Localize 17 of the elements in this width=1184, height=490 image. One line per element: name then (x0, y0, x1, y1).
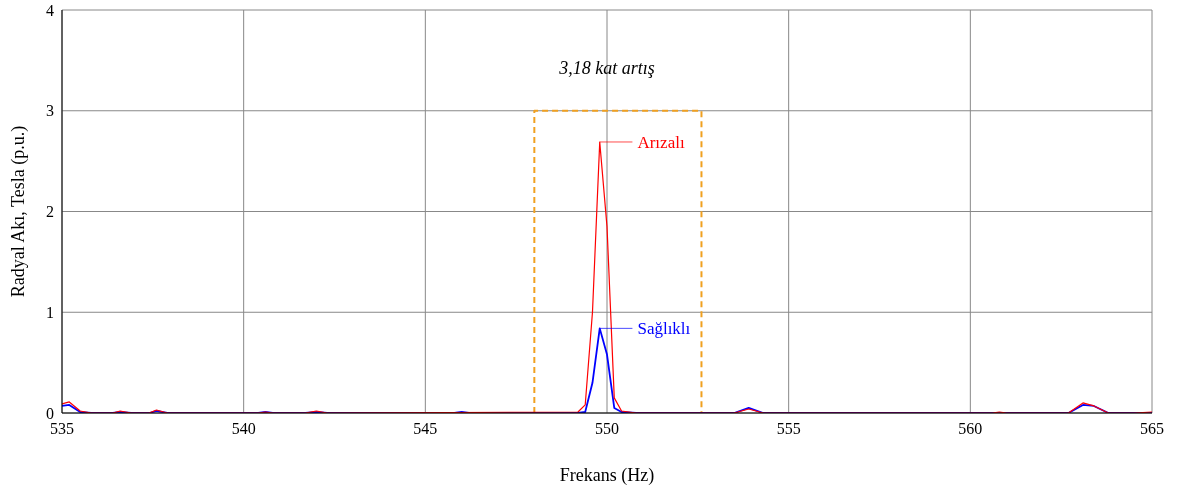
x-axis-title: Frekans (Hz) (559, 465, 655, 486)
x-tick-label: 540 (231, 420, 256, 438)
y-tick-label: 4 (46, 1, 54, 19)
x-tick-label: 550 (595, 420, 619, 438)
legend-label: Arızalı (637, 133, 685, 153)
x-tick-label: 545 (413, 420, 438, 438)
y-tick-label: 2 (46, 203, 54, 221)
x-tick-label: 535 (50, 420, 74, 438)
x-tick-label: 555 (776, 420, 801, 438)
x-tick-label: 565 (1140, 420, 1164, 438)
legend-label: Sağlıklı (637, 319, 691, 339)
x-tick-label: 560 (958, 420, 983, 438)
annotation: 3,18 kat artış (559, 58, 655, 78)
y-tick-label: 1 (46, 303, 54, 321)
y-tick-label: 0 (46, 404, 54, 422)
y-axis-title: Radyal Akı, Tesla (p.u.) (8, 125, 30, 298)
y-tick-label: 3 (46, 102, 54, 120)
